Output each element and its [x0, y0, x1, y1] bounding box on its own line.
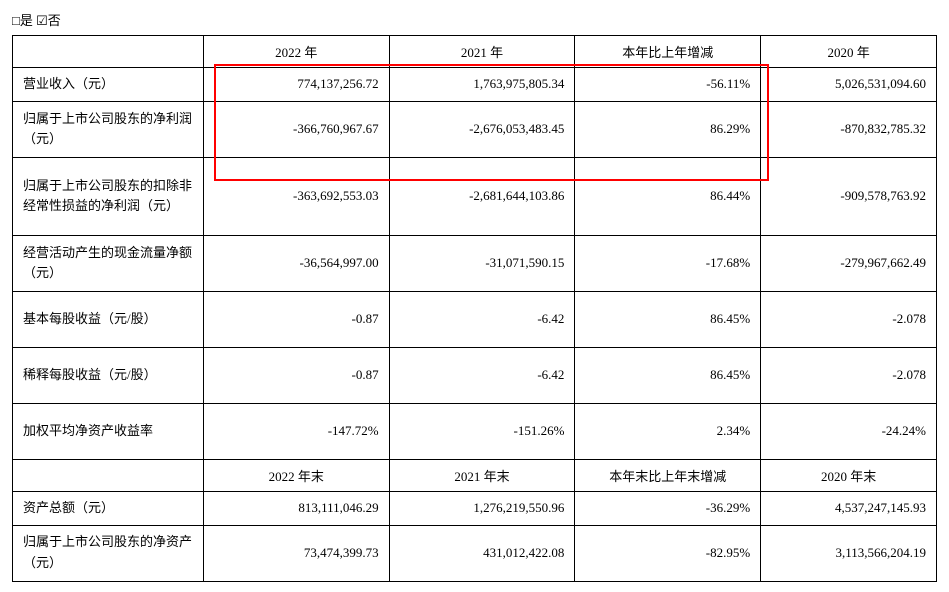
header-2022e: 2022 年末 — [203, 459, 389, 491]
header-row-2: 2022 年末 2021 年末 本年末比上年末增减 2020 年末 — [13, 459, 937, 491]
cell-value: -2,681,644,103.86 — [389, 157, 575, 235]
header-2022: 2022 年 — [203, 36, 389, 68]
cell-value: 813,111,046.29 — [203, 491, 389, 525]
financial-table: 2022 年 2021 年 本年比上年增减 2020 年 营业收入（元） 774… — [12, 35, 937, 582]
cell-value: -2.078 — [761, 291, 937, 347]
cell-value: 1,763,975,805.34 — [389, 68, 575, 102]
checkbox-yes-mark: □ — [12, 13, 20, 28]
cell-value: -870,832,785.32 — [761, 101, 937, 157]
cell-value: -363,692,553.03 — [203, 157, 389, 235]
cell-value: -279,967,662.49 — [761, 235, 937, 291]
table-row: 归属于上市公司股东的净利润（元） -366,760,967.67 -2,676,… — [13, 101, 937, 157]
cell-value: 86.44% — [575, 157, 761, 235]
cell-value: 774,137,256.72 — [203, 68, 389, 102]
cell-value: 1,276,219,550.96 — [389, 491, 575, 525]
row-label: 归属于上市公司股东的净利润（元） — [13, 101, 204, 157]
cell-value: -0.87 — [203, 347, 389, 403]
row-label: 经营活动产生的现金流量净额（元） — [13, 235, 204, 291]
checkbox-yes-label: 是 — [20, 13, 33, 28]
header-blank — [13, 459, 204, 491]
table-row: 加权平均净资产收益率 -147.72% -151.26% 2.34% -24.2… — [13, 403, 937, 459]
cell-value: -17.68% — [575, 235, 761, 291]
table-wrapper: 2022 年 2021 年 本年比上年增减 2020 年 营业收入（元） 774… — [12, 35, 937, 582]
cell-value: 86.45% — [575, 347, 761, 403]
row-label: 基本每股收益（元/股） — [13, 291, 204, 347]
cell-value: -0.87 — [203, 291, 389, 347]
row-label: 稀释每股收益（元/股） — [13, 347, 204, 403]
cell-value: -6.42 — [389, 347, 575, 403]
header-2021e: 2021 年末 — [389, 459, 575, 491]
header-2021: 2021 年 — [389, 36, 575, 68]
cell-value: -6.42 — [389, 291, 575, 347]
row-label: 加权平均净资产收益率 — [13, 403, 204, 459]
table-row: 归属于上市公司股东的扣除非经常性损益的净利润（元） -363,692,553.0… — [13, 157, 937, 235]
table-row: 经营活动产生的现金流量净额（元） -36,564,997.00 -31,071,… — [13, 235, 937, 291]
header-diff: 本年比上年增减 — [575, 36, 761, 68]
header-blank — [13, 36, 204, 68]
cell-value: 86.45% — [575, 291, 761, 347]
cell-value: -909,578,763.92 — [761, 157, 937, 235]
cell-value: 3,113,566,204.19 — [761, 525, 937, 581]
cell-value: -151.26% — [389, 403, 575, 459]
cell-value: 4,537,247,145.93 — [761, 491, 937, 525]
cell-value: 86.29% — [575, 101, 761, 157]
table-row: 营业收入（元） 774,137,256.72 1,763,975,805.34 … — [13, 68, 937, 102]
checkbox-no-label: 否 — [48, 13, 61, 28]
header-2020: 2020 年 — [761, 36, 937, 68]
cell-value: 5,026,531,094.60 — [761, 68, 937, 102]
row-label: 归属于上市公司股东的净资产（元） — [13, 525, 204, 581]
header-diffe: 本年末比上年末增减 — [575, 459, 761, 491]
cell-value: -2.078 — [761, 347, 937, 403]
table-row: 基本每股收益（元/股） -0.87 -6.42 86.45% -2.078 — [13, 291, 937, 347]
cell-value: 431,012,422.08 — [389, 525, 575, 581]
header-row-1: 2022 年 2021 年 本年比上年增减 2020 年 — [13, 36, 937, 68]
checkbox-no-mark: ☑ — [36, 13, 48, 28]
cell-value: -31,071,590.15 — [389, 235, 575, 291]
row-label: 营业收入（元） — [13, 68, 204, 102]
table-row: 资产总额（元） 813,111,046.29 1,276,219,550.96 … — [13, 491, 937, 525]
table-row: 归属于上市公司股东的净资产（元） 73,474,399.73 431,012,4… — [13, 525, 937, 581]
cell-value: 2.34% — [575, 403, 761, 459]
cell-value: -366,760,967.67 — [203, 101, 389, 157]
cell-value: -56.11% — [575, 68, 761, 102]
row-label: 资产总额（元） — [13, 491, 204, 525]
cell-value: -147.72% — [203, 403, 389, 459]
cell-value: -82.95% — [575, 525, 761, 581]
cell-value: -24.24% — [761, 403, 937, 459]
cell-value: 73,474,399.73 — [203, 525, 389, 581]
checkbox-line: □是 ☑否 — [12, 10, 937, 29]
cell-value: -36.29% — [575, 491, 761, 525]
row-label: 归属于上市公司股东的扣除非经常性损益的净利润（元） — [13, 157, 204, 235]
cell-value: -36,564,997.00 — [203, 235, 389, 291]
table-row: 稀释每股收益（元/股） -0.87 -6.42 86.45% -2.078 — [13, 347, 937, 403]
cell-value: -2,676,053,483.45 — [389, 101, 575, 157]
header-2020e: 2020 年末 — [761, 459, 937, 491]
